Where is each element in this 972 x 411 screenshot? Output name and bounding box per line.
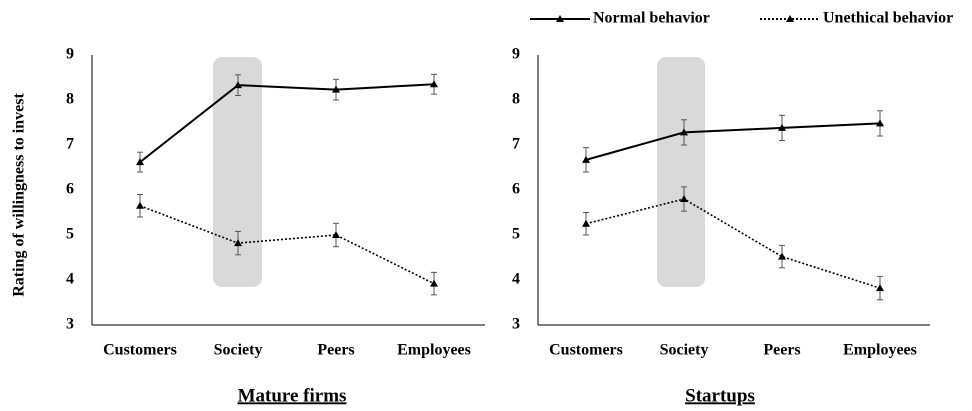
x-tick-label: Employees [843, 342, 917, 359]
y-tick-label: 5 [66, 226, 74, 243]
marker [778, 252, 786, 260]
y-tick-label: 3 [512, 316, 520, 333]
marker [332, 85, 340, 93]
series-line [139, 205, 435, 285]
x-tick-label: Customers [103, 342, 177, 359]
chart-title: Startups [685, 385, 755, 406]
x-tick-label: Society [660, 342, 709, 359]
y-tick-label: 6 [66, 181, 74, 198]
y-tick-label: 9 [66, 46, 74, 63]
series-line [585, 198, 881, 289]
marker [136, 201, 144, 209]
highlight [213, 57, 262, 287]
x-tick-label: Employees [397, 342, 471, 359]
marker [680, 128, 688, 136]
x-tick-label: Society [214, 342, 263, 359]
marker [234, 81, 242, 89]
series-line [585, 122, 881, 161]
y-tick-label: 3 [66, 316, 74, 333]
y-tick-label: 8 [512, 91, 520, 108]
legend-label: Unethical behavior [823, 10, 953, 27]
marker [582, 219, 590, 227]
y-tick-label: 4 [66, 271, 74, 288]
series-line [139, 83, 435, 163]
legend-label: Normal behavior [593, 10, 710, 27]
x-tick-label: Peers [317, 342, 354, 359]
x-tick-label: Customers [549, 342, 623, 359]
legend-marker [556, 15, 564, 22]
y-tick-label: 7 [66, 136, 74, 153]
marker [136, 158, 144, 166]
highlight [657, 57, 705, 287]
y-tick-label: 8 [66, 91, 74, 108]
chart-title: Mature firms [238, 385, 347, 406]
marker [876, 284, 884, 292]
marker [332, 231, 340, 238]
y-tick-label: 4 [512, 271, 520, 288]
marker [876, 119, 884, 127]
y-tick-label: 7 [512, 136, 520, 153]
legend-marker [786, 15, 794, 22]
marker [430, 80, 438, 88]
x-tick-label: Peers [763, 342, 800, 359]
marker [234, 239, 242, 247]
y-tick-label: 5 [512, 226, 520, 243]
marker [778, 123, 786, 131]
marker [582, 155, 590, 163]
y-tick-label: 6 [512, 181, 520, 198]
marker [680, 195, 688, 202]
y-axis-label: Rating of willingness to invest [11, 93, 28, 297]
marker [430, 279, 438, 287]
y-tick-label: 9 [512, 46, 520, 63]
